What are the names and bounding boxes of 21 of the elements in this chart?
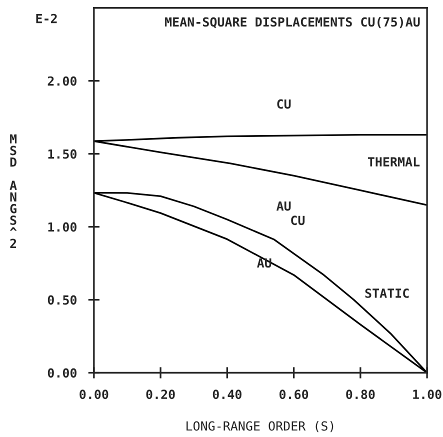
x-tick-label: 1.00 (413, 390, 442, 400)
y-tick-label: 0.00 (48, 368, 76, 378)
text: MEAN-SQUARE DISPLACEMENTS CU(75)AU (165, 17, 420, 28)
annotation: THERMAL (368, 157, 420, 166)
y-tick-label: 1.00 (48, 222, 76, 232)
text: CU (277, 99, 291, 109)
x-tick-label: 0.00 (80, 390, 108, 400)
x-tick-label: 0.80 (346, 390, 375, 400)
x-tick-label: 0.40 (212, 390, 242, 400)
series-label: CU (291, 216, 305, 226)
x-axis-title: LONG-RANGE ORDER (S) (186, 421, 334, 432)
series-label: AU (257, 258, 272, 268)
y-tick-label: 0.50 (48, 295, 76, 305)
x-tick-label: 0.60 (279, 390, 308, 400)
text: AU (276, 201, 291, 211)
y-tick-label: 1.50 (48, 149, 76, 159)
x-tick-label: 0.20 (146, 390, 175, 400)
annotation: STATIC (365, 288, 409, 298)
y-tick-label: 2.00 (48, 76, 76, 86)
text: E-2 (36, 14, 57, 24)
text: MSD ANGS^2 (10, 134, 17, 248)
